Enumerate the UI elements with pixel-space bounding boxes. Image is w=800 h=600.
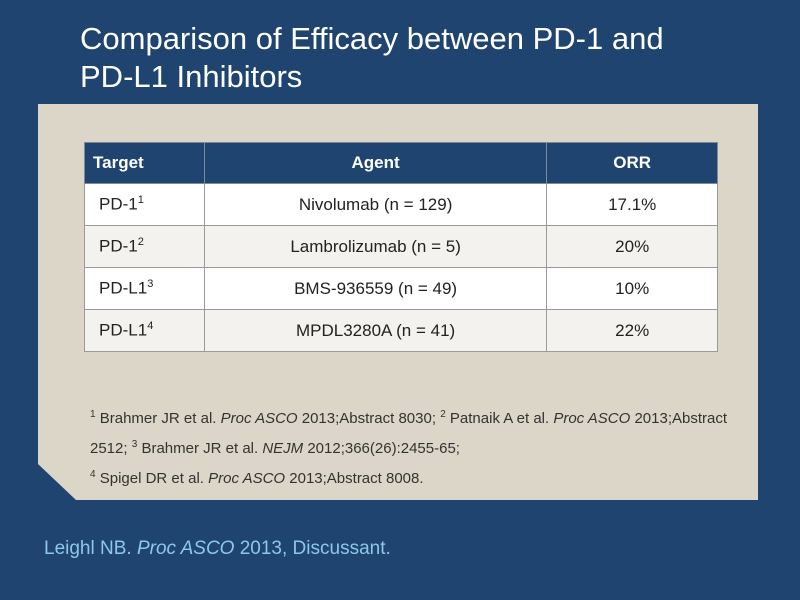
reference-authors: Spigel DR et al.	[99, 470, 209, 487]
source-citation: Leighl NB. Proc ASCO 2013, Discussant.	[44, 538, 391, 560]
slide-title-line-1: Comparison of Efficacy between PD-1 and	[80, 21, 664, 56]
target-cell: PD-11	[84, 183, 205, 226]
reference-authors: Patnaik A et al.	[449, 410, 554, 427]
reference-authors: Brahmer JR et al.	[99, 410, 221, 427]
table-header-row: Target Agent ORR	[84, 142, 718, 184]
target-name: PD-1	[99, 236, 138, 256]
reference-number: 1	[90, 409, 96, 420]
orr-cell: 10%	[546, 267, 718, 310]
orr-cell: 17.1%	[546, 183, 718, 226]
reference-number: 3	[131, 439, 138, 450]
reference-marker: 2	[137, 236, 144, 249]
reference-detail: 2013;Abstract 8030;	[297, 410, 441, 427]
orr-cell: 22%	[546, 309, 718, 352]
reference-journal: Proc ASCO	[553, 410, 631, 427]
reference-marker: 3	[147, 278, 154, 291]
citation-journal: Proc ASCO	[136, 538, 235, 559]
agent-cell: MPDL3280A (n = 41)	[203, 309, 548, 352]
content-panel: Target Agent ORR PD-11 Nivolumab (n = 12…	[38, 104, 758, 500]
efficacy-table: Target Agent ORR PD-11 Nivolumab (n = 12…	[84, 142, 718, 352]
target-name: PD-L1	[99, 278, 148, 298]
reference-journal: Proc ASCO	[220, 410, 298, 427]
reference-marker: 4	[147, 320, 154, 333]
reference-number: 4	[90, 469, 96, 480]
references: 1 Brahmer JR et al. Proc ASCO 2013;Abstr…	[90, 402, 730, 492]
target-name: PD-L1	[99, 320, 148, 340]
target-name: PD-1	[99, 194, 138, 214]
agent-cell: Lambrolizumab (n = 5)	[203, 225, 548, 268]
target-cell: PD-L14	[84, 309, 205, 352]
reference-number: 2	[440, 409, 446, 420]
reference-detail: 2013;Abstract 8008.	[285, 470, 424, 487]
reference-marker: 1	[137, 194, 144, 207]
column-header-orr: ORR	[546, 142, 718, 184]
citation-author: Leighl NB.	[44, 538, 137, 559]
slide-title-line-2: PD-L1 Inhibitors	[80, 59, 303, 94]
agent-cell: Nivolumab (n = 129)	[203, 183, 548, 226]
table-row: PD-L14 MPDL3280A (n = 41) 22%	[84, 309, 718, 352]
reference-journal: Proc ASCO	[208, 470, 286, 487]
reference-detail: 2013;Abstract 2512;	[90, 410, 728, 457]
table-row: PD-L13 BMS-936559 (n = 49) 10%	[84, 267, 718, 310]
orr-cell: 20%	[546, 225, 718, 268]
reference-detail: 2012;366(26):2455-65;	[303, 440, 460, 457]
column-header-agent: Agent	[203, 142, 548, 184]
citation-detail: 2013, Discussant.	[234, 538, 391, 559]
table-row: PD-12 Lambrolizumab (n = 5) 20%	[84, 225, 718, 268]
reference-authors: Brahmer JR et al.	[141, 440, 263, 457]
target-cell: PD-L13	[84, 267, 205, 310]
reference-journal: NEJM	[262, 440, 304, 457]
table-row: PD-11 Nivolumab (n = 129) 17.1%	[84, 183, 718, 226]
agent-cell: BMS-936559 (n = 49)	[203, 267, 548, 310]
target-cell: PD-12	[84, 225, 205, 268]
slide-title: Comparison of Efficacy between PD-1 and …	[80, 20, 780, 96]
column-header-target: Target	[84, 142, 205, 184]
